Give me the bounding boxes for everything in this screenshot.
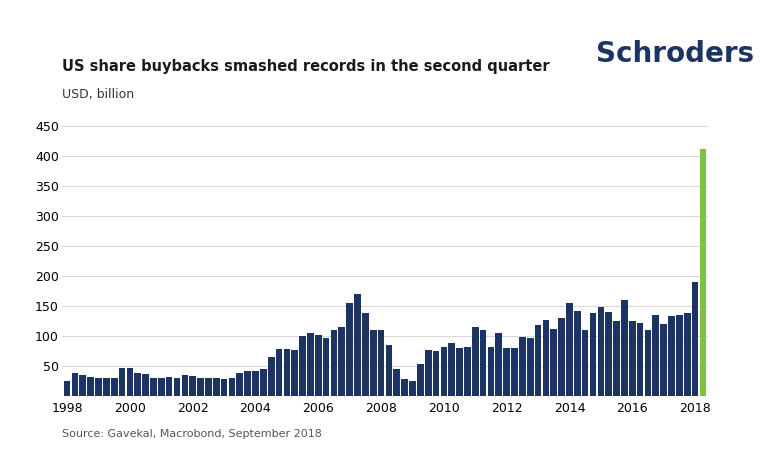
Bar: [652, 315, 659, 396]
Bar: [315, 335, 322, 396]
Bar: [534, 325, 541, 396]
Bar: [142, 374, 149, 396]
Bar: [519, 337, 526, 396]
Bar: [276, 349, 283, 396]
Bar: [495, 333, 502, 396]
Bar: [644, 330, 651, 396]
Bar: [95, 378, 102, 396]
Bar: [393, 369, 400, 396]
Bar: [79, 375, 86, 396]
Text: Source: Gavekal, Macrobond, September 2018: Source: Gavekal, Macrobond, September 20…: [62, 429, 322, 439]
Bar: [386, 345, 392, 396]
Bar: [111, 378, 118, 396]
Bar: [283, 349, 290, 396]
Bar: [457, 348, 463, 396]
Bar: [472, 327, 479, 396]
Bar: [504, 348, 510, 396]
Bar: [417, 364, 424, 396]
Text: Schroders: Schroders: [597, 40, 755, 68]
Bar: [166, 377, 172, 396]
Bar: [637, 323, 644, 396]
Bar: [684, 313, 691, 396]
Bar: [629, 321, 635, 396]
Bar: [244, 371, 251, 396]
Bar: [323, 338, 330, 396]
Bar: [511, 348, 518, 396]
Bar: [464, 347, 470, 396]
Bar: [621, 300, 628, 396]
Bar: [174, 378, 180, 396]
Text: USD, billion: USD, billion: [62, 88, 134, 101]
Bar: [378, 330, 384, 396]
Bar: [307, 333, 313, 396]
Bar: [64, 381, 70, 396]
Bar: [189, 376, 196, 396]
Bar: [691, 282, 698, 396]
Bar: [330, 330, 337, 396]
Bar: [158, 378, 165, 396]
Bar: [221, 379, 227, 396]
Bar: [119, 368, 126, 396]
Bar: [236, 373, 243, 396]
Bar: [229, 378, 236, 396]
Bar: [72, 373, 79, 396]
Bar: [676, 315, 683, 396]
Bar: [440, 347, 447, 396]
Bar: [661, 324, 667, 396]
Bar: [566, 303, 573, 396]
Bar: [213, 378, 219, 396]
Bar: [668, 316, 675, 396]
Bar: [182, 375, 188, 396]
Bar: [291, 350, 298, 396]
Bar: [598, 307, 604, 396]
Bar: [433, 351, 440, 396]
Bar: [480, 330, 487, 396]
Bar: [613, 321, 620, 396]
Bar: [197, 378, 204, 396]
Bar: [605, 312, 612, 396]
Bar: [700, 149, 706, 396]
Bar: [150, 378, 157, 396]
Bar: [590, 313, 596, 396]
Bar: [205, 378, 212, 396]
Bar: [582, 330, 588, 396]
Bar: [126, 369, 133, 396]
Bar: [527, 338, 534, 396]
Bar: [551, 329, 557, 396]
Bar: [558, 318, 565, 396]
Bar: [300, 336, 306, 396]
Bar: [103, 378, 109, 396]
Bar: [409, 381, 416, 396]
Bar: [252, 371, 259, 396]
Bar: [448, 343, 455, 396]
Bar: [370, 330, 377, 396]
Bar: [487, 347, 494, 396]
Bar: [268, 357, 275, 396]
Bar: [425, 350, 431, 396]
Bar: [362, 313, 369, 396]
Bar: [135, 373, 141, 396]
Bar: [339, 327, 345, 396]
Bar: [87, 377, 94, 396]
Text: US share buybacks smashed records in the second quarter: US share buybacks smashed records in the…: [62, 59, 549, 74]
Bar: [401, 379, 408, 396]
Bar: [574, 311, 581, 396]
Bar: [260, 369, 266, 396]
Bar: [346, 303, 353, 396]
Bar: [354, 294, 361, 396]
Bar: [543, 320, 549, 396]
